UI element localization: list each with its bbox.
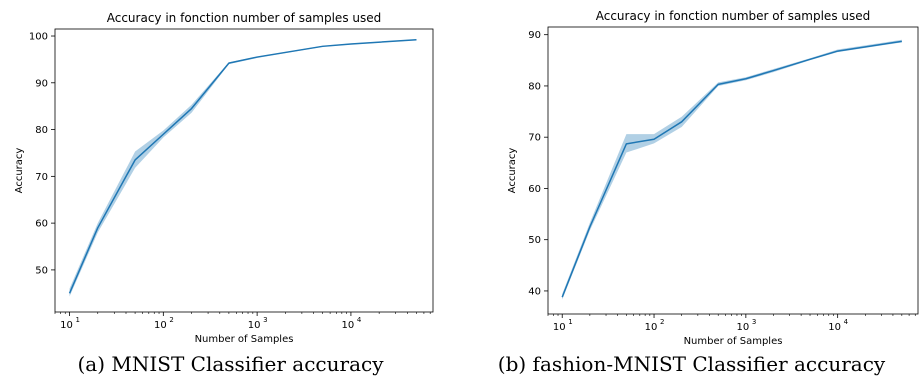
y-tick-label: 70 bbox=[35, 172, 48, 183]
x-axis-label: Number of Samples bbox=[684, 336, 783, 347]
mnist-accuracy-chart: Accuracy in fonction number of samples u… bbox=[14, 11, 434, 345]
x-axis-label: Number of Samples bbox=[195, 334, 294, 345]
x-tick-exponent: 3 bbox=[752, 318, 756, 326]
confidence-band bbox=[562, 39, 902, 300]
y-tick-label: 90 bbox=[35, 78, 48, 89]
x-tick-exponent: 1 bbox=[76, 316, 80, 324]
y-tick-label: 70 bbox=[528, 133, 541, 144]
accuracy-line bbox=[68, 39, 417, 294]
chart-title: Accuracy in fonction number of samples u… bbox=[107, 11, 382, 25]
plot-frame bbox=[547, 26, 919, 315]
y-axis-label: Accuracy bbox=[14, 148, 25, 194]
x-tick-exponent: 4 bbox=[357, 316, 362, 324]
plot-frame bbox=[54, 28, 434, 313]
y-tick-label: 100 bbox=[29, 32, 48, 43]
x-tick-label: 10 bbox=[60, 320, 73, 331]
y-tick-label: 40 bbox=[528, 286, 541, 297]
x-tick-label: 10 bbox=[342, 320, 355, 331]
y-tick-label: 80 bbox=[528, 81, 541, 92]
y-tick-label: 60 bbox=[528, 184, 541, 195]
x-tick-exponent: 2 bbox=[660, 318, 664, 326]
x-tick-exponent: 4 bbox=[844, 318, 849, 326]
y-axis-label: Accuracy bbox=[507, 148, 518, 194]
x-tick-label: 10 bbox=[736, 322, 749, 333]
x-tick-exponent: 1 bbox=[568, 318, 572, 326]
y-tick-label: 50 bbox=[35, 265, 48, 276]
confidence-band bbox=[69, 39, 417, 297]
fashion-mnist-accuracy-chart: Accuracy in fonction number of samples u… bbox=[507, 9, 919, 347]
x-tick-exponent: 2 bbox=[169, 316, 173, 324]
chart-title: Accuracy in fonction number of samples u… bbox=[596, 9, 871, 23]
caption-fashion-mnist: (b) fashion-MNIST Classifier accuracy bbox=[497, 352, 886, 376]
x-tick-exponent: 3 bbox=[263, 316, 267, 324]
x-tick-label: 10 bbox=[553, 322, 566, 333]
x-tick-label: 10 bbox=[248, 320, 261, 331]
x-tick-label: 10 bbox=[154, 320, 167, 331]
caption-mnist: (a) MNIST Classifier accuracy bbox=[77, 352, 384, 376]
y-tick-label: 60 bbox=[35, 219, 48, 230]
y-tick-label: 90 bbox=[528, 30, 541, 41]
x-tick-label: 10 bbox=[645, 322, 658, 333]
x-tick-label: 10 bbox=[828, 322, 841, 333]
y-tick-label: 50 bbox=[528, 235, 541, 246]
y-tick-label: 80 bbox=[35, 125, 48, 136]
